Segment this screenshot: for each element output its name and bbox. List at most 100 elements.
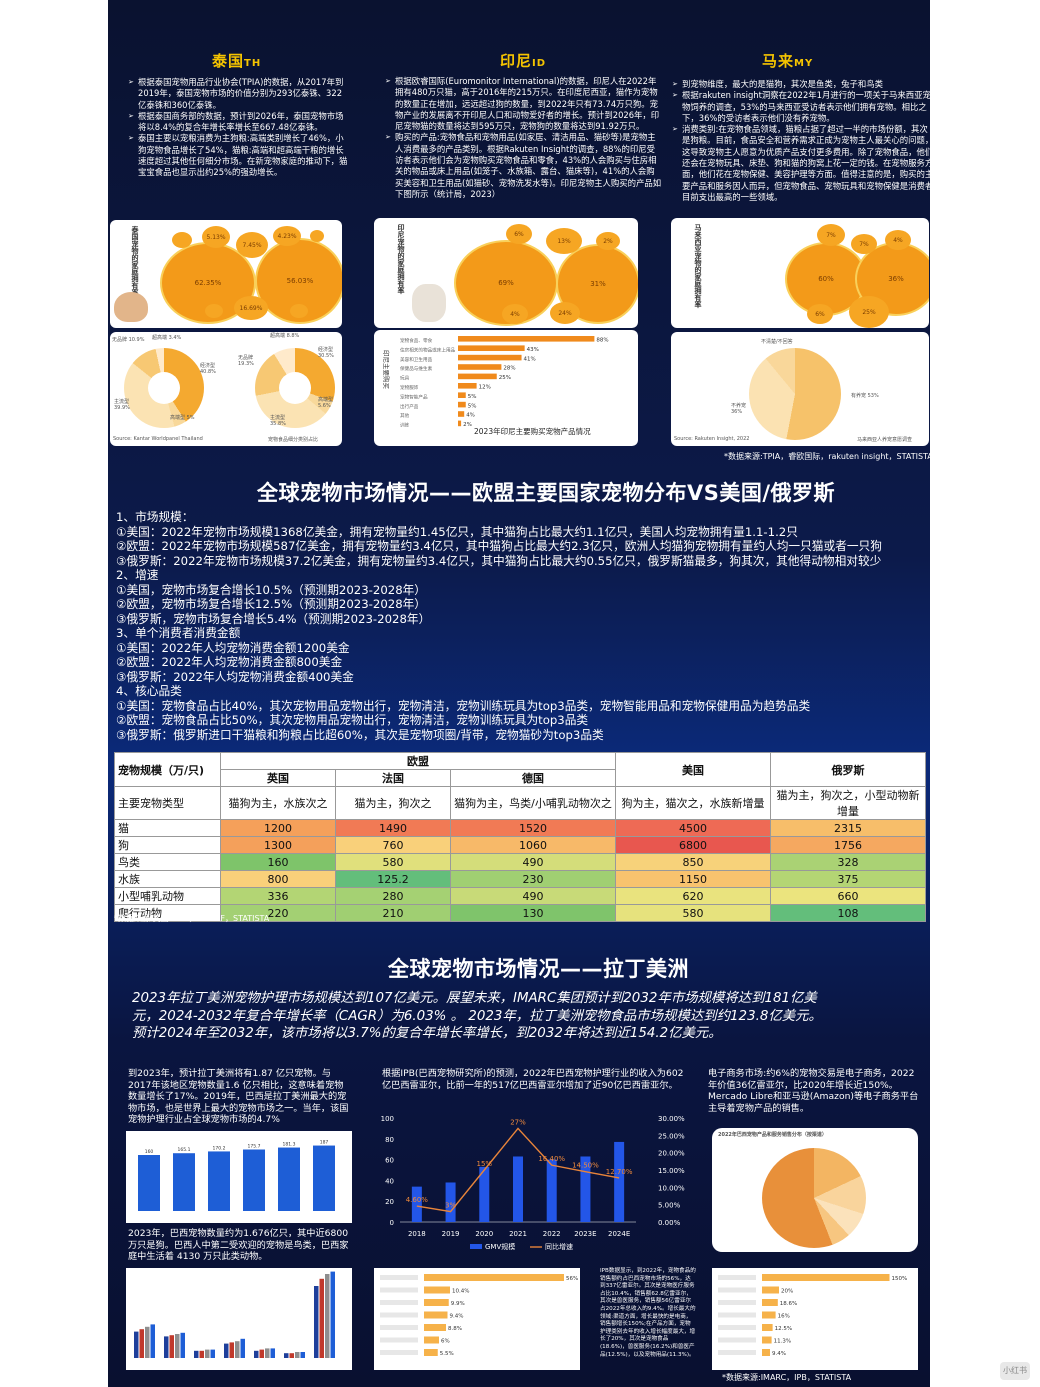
bar — [180, 1332, 185, 1358]
brazil-pet-text: 2023年，巴西宠物数量约为1.676亿只，其中近6800万只是狗。巴西人中第二… — [128, 1228, 349, 1262]
x-tick: 2018 — [408, 1230, 426, 1238]
table-row: 鸟类 160 580 490 850 328 — [114, 853, 926, 871]
id-bar-chart: 印尼主要购买 宠物食品、零食 88% 住房相关的物品或床上用品 43% 美容和卫生用品 4… — [374, 330, 638, 446]
bar-value: 4% — [466, 413, 475, 419]
y2-tick: 10.00% — [658, 1184, 685, 1192]
table-row-label: 水族 — [114, 870, 221, 888]
category-share-svg: 56% 10.4% 9.9% 9.4% 8.8% 6% 5.5% — [380, 1274, 578, 1357]
bar-value: 18.6% — [780, 1301, 797, 1307]
gmv-bar — [614, 1141, 625, 1222]
table-cell: 狗为主，猫次之，水族新增量 — [615, 786, 771, 820]
bar — [762, 1324, 773, 1331]
th-bullets: 根据泰国宠物用品行业协会(TPIA)的数据，从2017年到2019年，泰国宠物市… — [128, 77, 350, 179]
y2-tick: 0.00% — [658, 1219, 681, 1227]
ipb-note: IPB数据显示，到2022年，宠物食品的销售额约占巴西宠物市场的56%，达到33… — [600, 1268, 696, 1358]
bar-value: 12% — [479, 385, 491, 391]
bar-label: 宠物服饰 — [400, 384, 419, 391]
table-col-header: 美国 — [615, 752, 771, 787]
table-cell: 490 — [450, 887, 616, 905]
bar-value: 10.4% — [452, 1289, 469, 1295]
latam-bars-svg: 160 165.1 170.2 175.7 181.3 187 — [138, 1140, 335, 1211]
y-tick: 60 — [385, 1157, 394, 1165]
bar — [424, 1324, 446, 1331]
donut-hole — [279, 372, 311, 404]
bar-label-placeholder — [718, 1300, 756, 1305]
y2-tick: 15.00% — [658, 1167, 685, 1175]
bubble: 16.69% — [234, 296, 268, 320]
intro-line: 预计2024年至2032年，该市场将以3.7%的复合年增长率增长，到2032年将… — [132, 1026, 722, 1041]
bar — [762, 1311, 776, 1319]
section2-line: ②欧盟，宠物市场复合增长12.5%（预测期2023-2028年） — [116, 597, 426, 611]
th-caption: 宠物食品细分类别占比 — [268, 437, 319, 443]
bar — [173, 1153, 195, 1211]
section2-line: ③俄罗斯：2022年宠物市场规模37.2亿美金，拥有宠物量约3.4亿只，其中猫狗… — [116, 553, 882, 568]
bar — [458, 401, 466, 408]
bar — [424, 1299, 449, 1306]
bar-value: 9.4% — [772, 1351, 786, 1357]
bar — [235, 1341, 240, 1358]
bar-label-placeholder — [380, 1287, 418, 1293]
bar-chart-side-title: 印尼主要购买 — [382, 350, 391, 390]
bar-value: 175.7 — [248, 1144, 261, 1150]
x-tick: 2024E — [608, 1230, 630, 1238]
table-row: 狗 1300 760 1060 6800 1756 — [114, 836, 926, 854]
bar-label-placeholder — [718, 1275, 756, 1280]
bar-label-placeholder — [718, 1337, 756, 1343]
table-col-header: 德国 — [450, 769, 616, 787]
x-tick: 2019 — [442, 1230, 460, 1238]
bar — [313, 1145, 335, 1211]
bubble: 24% — [550, 302, 580, 324]
x-tick: 2021 — [509, 1230, 527, 1238]
ecommerce-text: 电子商务市场:约6%的宠物交易是电子商务，2022年价值36亿雷亚尔，比2020… — [708, 1068, 919, 1114]
bubble: 7.45% — [236, 232, 268, 258]
growth-label: 16.40% — [538, 1155, 565, 1163]
id-panel-title: 印尼宠物的家庭拥有率 — [397, 224, 405, 294]
table-col-header: 俄罗斯 — [770, 752, 926, 787]
country-title-id: 印尼ID — [500, 52, 547, 70]
bar — [134, 1331, 139, 1358]
my-bullets: 到宠物维度，最大的是猫狗，其次是鱼类，兔子和鸟类 根据rakuten insig… — [672, 79, 936, 203]
bar-value: 9.4% — [450, 1314, 464, 1320]
th-donut-panel: 无品牌 10.9% 超高端 3.4% 经济型 40.8% 主流型 39.9% 高… — [110, 332, 342, 446]
legend-label: 同比增速 — [545, 1242, 573, 1251]
brazil-bars — [134, 1271, 335, 1358]
bar-value: 187 — [320, 1140, 329, 1146]
y2-tick: 30.00% — [658, 1115, 685, 1123]
section2-line: ①美国：2022年宠物市场规模1368亿美金，拥有宠物量约1.45亿只，其中猫狗… — [116, 524, 798, 539]
my-bullet: 消费类别:在宠物食品领域，猫粮占据了超过一半的市场份额，其次是狗粮。目前，食品安… — [672, 124, 936, 203]
bar-label: 玩具 — [400, 376, 410, 382]
bar-value: 170.2 — [213, 1145, 226, 1151]
table-row-label: 小型哺乳动物 — [114, 887, 221, 905]
donut-label: 无品牌 19.3% — [238, 355, 254, 367]
table-cell: 猫狗为主，水族次之 — [220, 786, 336, 820]
gmv-bar — [580, 1156, 591, 1222]
table-row-label: 狗 — [114, 836, 221, 854]
bubble: 5.13% — [202, 226, 230, 248]
bubble: 7% — [851, 234, 877, 254]
section2-line: 1、市场规模： — [116, 510, 194, 524]
section2-line: 3、单个消费者消费金额 — [116, 626, 241, 640]
intro-line: 2023年拉丁美洲宠物护理市场规模达到107亿美元。展望未来，IMARC集团预计… — [132, 991, 817, 1006]
bubble — [172, 232, 192, 248]
bar-value: 9.9% — [451, 1301, 465, 1307]
bar — [762, 1336, 772, 1344]
ecommerce-pie — [762, 1148, 866, 1248]
bar-value: 43% — [527, 347, 539, 353]
bar-value: 8.8% — [448, 1326, 462, 1332]
bar — [762, 1274, 890, 1281]
table-row: 主要宠物类型 猫狗为主，水族次之 猫为主，狗次之 猫狗为主，鸟类/小哺乳动物次之… — [114, 786, 926, 820]
th-donut-1 — [124, 348, 204, 428]
th-bullet: 泰国主要以宠粮消费为主狗粮:高端类别增长了46%，小狗宠物食品增长了54%，猫粮… — [128, 133, 350, 178]
table-corner: 宠物规模（万/只) — [114, 752, 221, 787]
section2-line: ②欧盟：2022年人均宠物消费金额800美金 — [116, 655, 343, 669]
bar-label-placeholder — [718, 1287, 756, 1293]
y2-tick: 20.00% — [658, 1150, 685, 1158]
sec3-source: *数据来源:IMARC，IPB，STATISTA — [722, 1373, 852, 1382]
bar — [314, 1286, 319, 1358]
gmv-chart: 0 20 40 60 80 100 0.00% 5.00% 10.00% 15.00% 20.00%… — [381, 1115, 685, 1251]
bar — [424, 1349, 438, 1356]
table-row: 猫 1200 1490 1520 4500 2315 — [114, 819, 926, 837]
y-tick: 20 — [385, 1198, 394, 1206]
my-panel-title: 马来西亚宠物的家庭拥有率 — [694, 224, 702, 308]
bar — [325, 1274, 330, 1358]
